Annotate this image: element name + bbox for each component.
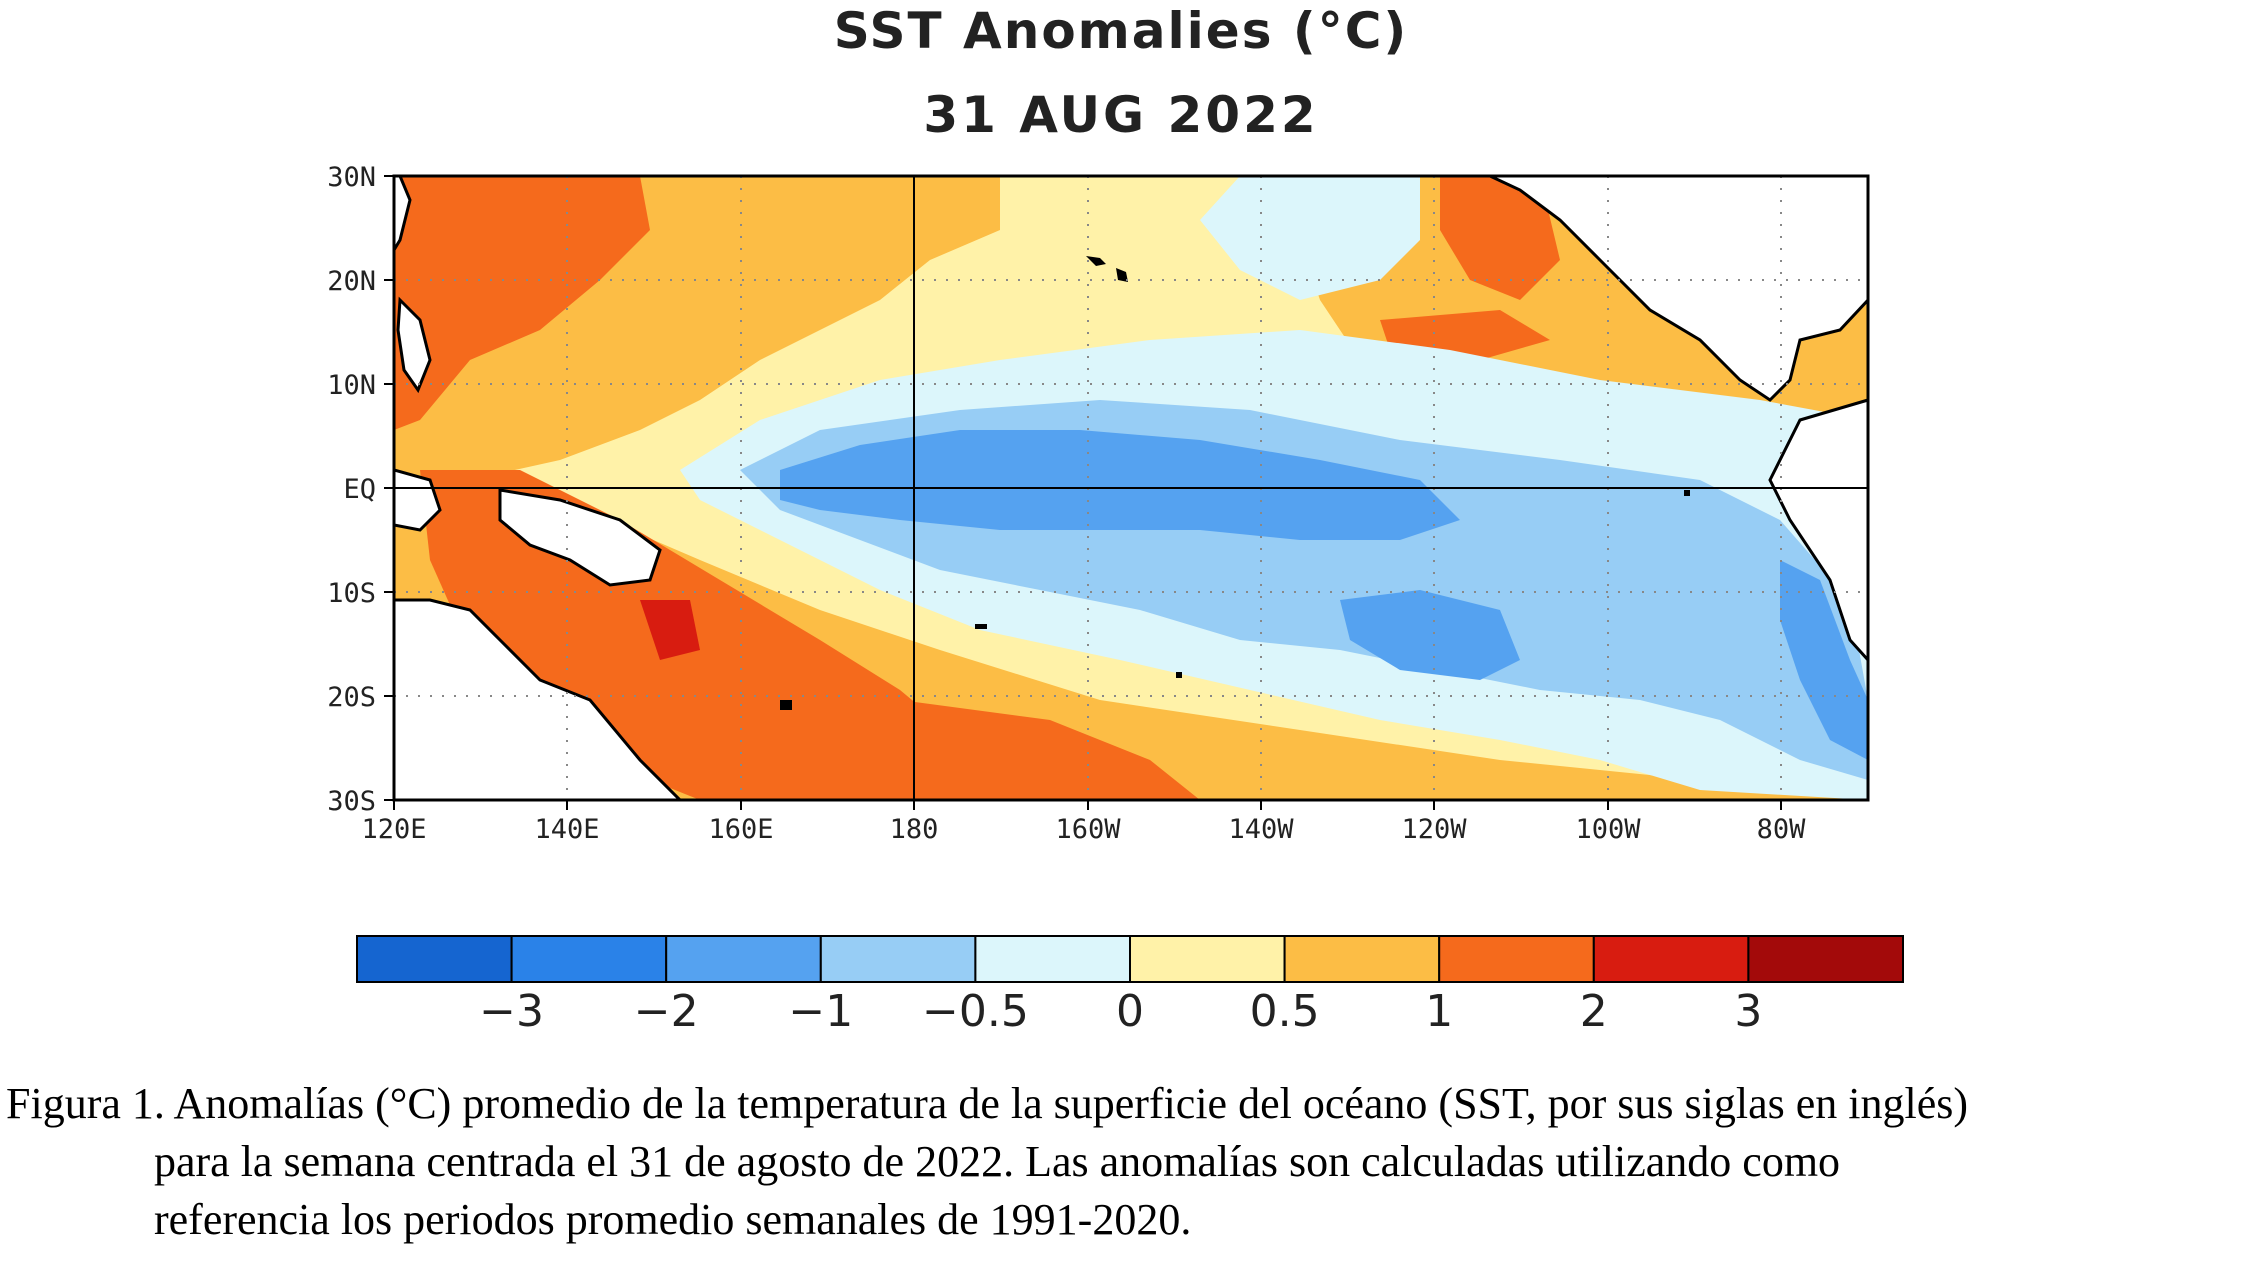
- colorbar-label-neg2: −2: [634, 986, 699, 1037]
- lat-label-10s: 10S: [327, 578, 376, 609]
- colorbar-swatch-3: [665, 935, 822, 983]
- land-galapagos: [1684, 490, 1690, 496]
- colorbar-swatch-9: [1592, 935, 1750, 983]
- lon-label-140w: 140W: [1228, 814, 1294, 845]
- lon-label-120e: 120E: [361, 814, 426, 845]
- land-philippines: [396, 296, 432, 394]
- colorbar-swatch-7: [1283, 935, 1441, 983]
- map-title: SST Anomalies (°C): [833, 2, 1409, 60]
- land-asia: [394, 176, 412, 253]
- colorbar-label-3: 3: [1734, 986, 1762, 1037]
- cool-north-central: [1200, 176, 1420, 300]
- lat-ticks: [384, 175, 394, 801]
- very-hot-coral: [640, 600, 700, 660]
- caption-line-1: Figura 1. Anomalías (°C) promedio de la …: [6, 1079, 1969, 1128]
- lon-label-140e: 140E: [534, 814, 599, 845]
- lat-label-eq: EQ: [343, 474, 376, 505]
- colorbar-label-neg3: −3: [479, 986, 544, 1037]
- land-new-guinea: [498, 488, 662, 587]
- lat-labels: 30N 20N 10N EQ 10S 20S 30S: [327, 162, 376, 817]
- colorbar-swatch-10: [1747, 935, 1905, 983]
- lon-label-160e: 160E: [708, 814, 773, 845]
- lon-label-80w: 80W: [1757, 814, 1807, 845]
- lon-label-120w: 120W: [1401, 814, 1467, 845]
- caption-line-2: para la semana centrada el 31 de agosto …: [154, 1137, 1841, 1186]
- colorbar-label-1: 1: [1425, 986, 1453, 1037]
- land-islands-2: [780, 700, 792, 710]
- lon-labels: 120E 140E 160E 180 160W 140W 120W 100W 8…: [361, 814, 1806, 845]
- lat-label-30n: 30N: [327, 162, 376, 193]
- colorbar-label-05: 0.5: [1250, 986, 1320, 1037]
- land-south-america: [1768, 398, 1868, 663]
- hot-south-center: [900, 700, 1200, 800]
- land-indonesia: [394, 468, 442, 532]
- lon-ticks: [393, 800, 1782, 810]
- figure-caption: Figura 1. Anomalías (°C) promedio de la …: [6, 1075, 2236, 1249]
- lon-label-180: 180: [890, 814, 939, 845]
- cold-peru-coast: [1780, 560, 1868, 760]
- colorbar-swatch-5: [974, 935, 1132, 983]
- colorbar-swatch-4: [819, 935, 977, 983]
- lat-label-20s: 20S: [327, 682, 376, 713]
- caption-line-3: referencia los periodos promedio semanal…: [154, 1195, 1192, 1244]
- land-islands-3: [1176, 672, 1182, 678]
- land-north-america: [1489, 176, 1868, 402]
- colorbar-swatch-6: [1129, 935, 1286, 983]
- hot-west-north: [394, 176, 650, 430]
- lat-label-20n: 20N: [327, 266, 376, 297]
- colorbar-swatch-1: [356, 935, 513, 983]
- cold-south-east: [1340, 590, 1520, 680]
- lon-label-100w: 100W: [1575, 814, 1641, 845]
- colorbar: −3 −2 −1 −0.5 0 0.5 1 2 3: [356, 935, 1905, 1037]
- colorbar-label-0: 0: [1116, 986, 1144, 1037]
- lat-label-10n: 10N: [327, 370, 376, 401]
- land-australia: [394, 598, 683, 800]
- colorbar-swatch-8: [1438, 935, 1595, 983]
- lon-label-160w: 160W: [1055, 814, 1121, 845]
- hot-subtrop-ne: [1440, 176, 1560, 300]
- colorbar-label-neg05: −0.5: [922, 986, 1029, 1037]
- lat-label-30s: 30S: [327, 786, 376, 817]
- land-islands: [975, 624, 987, 629]
- sst-map: 30N 20N 10N EQ 10S 20S 30S 120E 140E 160…: [327, 162, 1905, 1037]
- cold-equatorial-core: [780, 430, 1460, 540]
- map-date: 31 AUG 2022: [923, 86, 1319, 144]
- colorbar-label-neg1: −1: [788, 986, 853, 1037]
- colorbar-swatch-2: [510, 935, 668, 983]
- colorbar-label-2: 2: [1580, 986, 1608, 1037]
- land-hawaii: [1086, 256, 1128, 282]
